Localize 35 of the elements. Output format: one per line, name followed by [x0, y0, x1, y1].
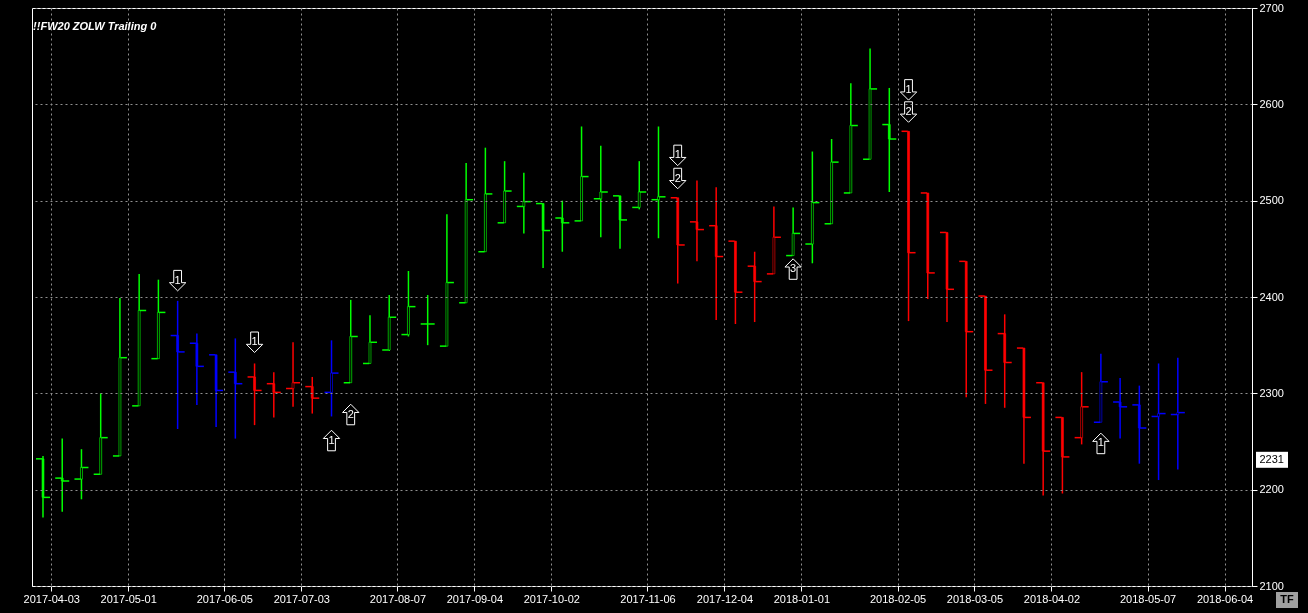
- text: !!FW20 ZOLW Trailing 0: [33, 20, 158, 32]
- x-tick-label: 2017-12-04: [696, 592, 754, 605]
- annotation: 1: [905, 82, 912, 95]
- y-tick-label: 2300: [1259, 386, 1284, 399]
- y-tick-label: 2400: [1259, 290, 1284, 303]
- x-tick-label: 2017-11-06: [620, 592, 676, 605]
- annotation: 1: [174, 273, 181, 286]
- x-tick-label: 2017-09-04: [446, 592, 504, 605]
- annotation: 2: [674, 171, 681, 184]
- annotation: 2: [905, 105, 912, 118]
- x-tick-label: 2018-05-07: [1119, 592, 1177, 605]
- y-tick-label: 2700: [1259, 1, 1284, 14]
- text: TF: [1280, 593, 1294, 605]
- y-tick-label: 2100: [1259, 579, 1284, 592]
- annotation: 2: [347, 407, 354, 420]
- x-tick-label: 2017-08-07: [369, 592, 427, 605]
- x-tick-label: 2018-04-02: [1023, 592, 1081, 605]
- y-tick-label: 2500: [1259, 194, 1284, 207]
- x-tick-label: 2017-04-03: [23, 592, 80, 605]
- y-tick-label: 2231: [1259, 453, 1284, 466]
- x-tick-label: 2017-06-05: [196, 592, 253, 605]
- annotation: 1: [328, 433, 335, 446]
- x-tick-label: 2017-10-02: [523, 592, 580, 605]
- x-tick-label: 2017-07-03: [273, 592, 330, 605]
- x-tick-label: 2018-02-05: [869, 592, 927, 605]
- annotation: 3: [790, 262, 797, 275]
- x-tick-label: 2017-05-01: [100, 592, 157, 605]
- x-tick-label: 2018-03-05: [946, 592, 1004, 605]
- y-tick-label: 2600: [1259, 97, 1284, 110]
- x-tick-label: 2018-01-01: [773, 592, 831, 605]
- x-tick-label: 2018-06-04: [1196, 592, 1254, 605]
- annotation: 1: [674, 148, 681, 161]
- annotation: 1: [251, 335, 258, 348]
- annotation: 1: [1097, 436, 1104, 449]
- y-tick-label: 2200: [1259, 483, 1284, 496]
